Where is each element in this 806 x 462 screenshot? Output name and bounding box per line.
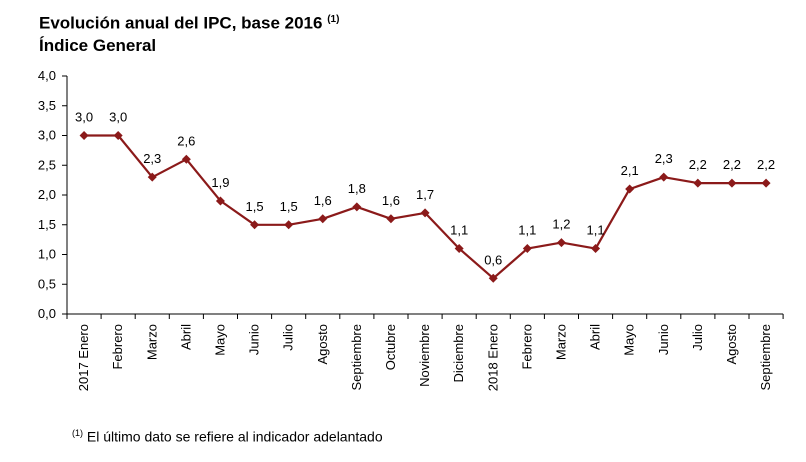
chart-title-block: Evolución anual del IPC, base 2016 (1) Í… xyxy=(39,9,339,57)
x-tick-label: Noviembre xyxy=(417,324,432,387)
data-point-marker xyxy=(522,244,532,254)
data-label: 3,0 xyxy=(109,110,127,125)
data-label: 1,9 xyxy=(211,175,229,190)
data-label: 1,6 xyxy=(382,193,400,208)
x-tick-label: Abril xyxy=(588,324,603,350)
data-point-marker xyxy=(318,214,328,224)
chart-title: Evolución anual del IPC, base 2016 (1) xyxy=(39,13,340,33)
data-label: 1,2 xyxy=(552,217,570,232)
x-tick-label: 2018 Enero xyxy=(485,324,500,391)
data-point-marker xyxy=(147,172,157,182)
footnote-marker: (1) xyxy=(72,428,83,438)
x-tick-label: Diciembre xyxy=(451,324,466,383)
data-point-marker xyxy=(659,172,669,182)
data-label: 2,2 xyxy=(689,157,707,172)
data-label: 2,6 xyxy=(177,133,195,148)
y-tick-label: 1,0 xyxy=(38,247,56,262)
data-label: 1,1 xyxy=(518,223,536,238)
data-label: 1,7 xyxy=(416,187,434,202)
data-point-marker xyxy=(113,131,123,140)
footnote-text: El último dato se refiere al indicador a… xyxy=(86,428,383,445)
x-tick-label: Junio xyxy=(656,324,671,355)
x-tick-label: Febrero xyxy=(110,324,125,370)
data-point-marker xyxy=(625,184,635,194)
data-point-marker xyxy=(181,154,191,164)
x-tick-label: Octubre xyxy=(383,324,398,370)
y-tick-label: 3,5 xyxy=(38,98,56,113)
data-point-marker xyxy=(79,131,89,140)
data-label: 2,3 xyxy=(655,151,673,166)
data-label: 1,5 xyxy=(280,199,298,214)
x-tick-label: Julio xyxy=(690,324,705,351)
data-point-marker xyxy=(250,220,260,230)
y-tick-label: 2,5 xyxy=(38,157,56,172)
x-tick-label: Abril xyxy=(178,324,193,350)
y-tick-label: 0,5 xyxy=(38,276,56,291)
data-point-marker xyxy=(352,202,362,212)
data-label: 1,5 xyxy=(246,199,264,214)
data-point-marker xyxy=(215,196,225,206)
x-tick-label: Agosto xyxy=(315,324,330,364)
data-label: 1,6 xyxy=(314,193,332,208)
y-tick-label: 1,5 xyxy=(38,217,56,232)
x-tick-label: 2017 Enero xyxy=(76,324,91,391)
data-label: 1,1 xyxy=(587,223,605,238)
x-tick-label: Febrero xyxy=(519,324,534,370)
x-tick-label: Marzo xyxy=(553,324,568,360)
data-label: 2,2 xyxy=(757,157,775,172)
data-label: 2,3 xyxy=(143,151,161,166)
y-tick-label: 3,0 xyxy=(38,128,56,143)
data-label: 2,2 xyxy=(723,157,741,172)
title-footnote-marker: (1) xyxy=(327,14,340,25)
data-point-marker xyxy=(488,273,498,283)
x-tick-label: Junio xyxy=(247,324,262,355)
x-tick-label: Marzo xyxy=(144,324,159,360)
data-point-marker xyxy=(591,244,601,254)
y-tick-label: 0,0 xyxy=(38,306,56,321)
x-tick-label: Septiembre xyxy=(758,324,773,390)
chart-subtitle: Índice General xyxy=(39,35,157,55)
x-tick-label: Julio xyxy=(281,324,296,351)
footnote: (1) El último dato se refiere al indicad… xyxy=(72,428,383,445)
data-point-marker xyxy=(761,178,771,188)
y-tick-label: 4,0 xyxy=(38,68,56,83)
data-label: 2,1 xyxy=(621,163,639,178)
data-point-marker xyxy=(556,238,566,248)
data-label: 3,0 xyxy=(75,110,93,125)
x-tick-label: Septiembre xyxy=(349,324,364,390)
y-tick-label: 2,0 xyxy=(38,187,56,202)
x-tick-label: Mayo xyxy=(622,324,637,356)
data-point-marker xyxy=(386,214,396,224)
data-point-marker xyxy=(727,178,737,188)
data-point-marker xyxy=(420,208,430,218)
data-label: 0,6 xyxy=(484,252,502,267)
data-point-marker xyxy=(693,178,703,188)
data-point-marker xyxy=(454,244,464,254)
x-tick-label: Mayo xyxy=(212,324,227,356)
data-label: 1,8 xyxy=(348,181,366,196)
data-point-marker xyxy=(284,220,294,230)
data-label: 1,1 xyxy=(450,223,468,238)
x-tick-label: Agosto xyxy=(724,324,739,364)
